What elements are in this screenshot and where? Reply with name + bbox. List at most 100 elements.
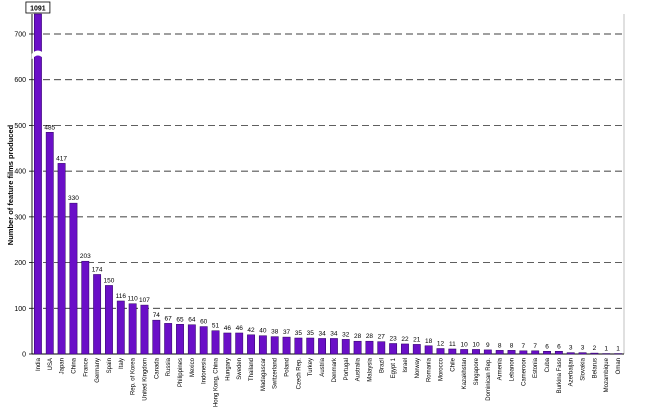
x-tick-label: Czech Rep. (296, 358, 302, 390)
y-tick-label: 600 (14, 77, 26, 84)
bar (532, 351, 539, 354)
bar (342, 339, 349, 354)
y-tick-label: 500 (14, 123, 26, 130)
data-label: 34 (330, 330, 338, 337)
bar (579, 353, 586, 354)
x-tick-label: Thailand (249, 358, 255, 381)
x-tick-label: United Kingdom (142, 358, 148, 401)
x-tick-label: Singapore (474, 357, 480, 385)
data-label: 8 (510, 342, 514, 349)
gridlines (32, 34, 624, 308)
data-label: 1 (616, 346, 620, 353)
bar (520, 351, 527, 354)
x-tick-label: Mozambique (604, 357, 610, 392)
data-label: 3 (569, 345, 573, 352)
y-tick-label: 200 (14, 260, 26, 267)
bar (543, 351, 550, 354)
x-tick-label: Morocco (438, 357, 444, 381)
x-tick-label: Poland (285, 358, 291, 377)
bar (460, 349, 467, 354)
data-label: 8 (498, 342, 502, 349)
x-tick-label: Lebanon (510, 358, 516, 381)
bar (484, 350, 491, 354)
data-label: 330 (68, 195, 79, 202)
bar (164, 323, 171, 354)
data-label: 46 (224, 325, 232, 332)
x-tick-label: Cameroon (521, 358, 527, 386)
data-label: 1 (604, 346, 608, 353)
x-tick-label: Norway (415, 358, 421, 378)
data-label: 18 (425, 338, 433, 345)
x-tick-label: Denmark (332, 357, 338, 382)
data-label: 32 (342, 331, 350, 338)
data-label: 23 (390, 335, 398, 342)
y-tick-label: 400 (14, 169, 26, 176)
bar (34, 14, 41, 354)
x-tick-label: France (83, 357, 89, 376)
bar (82, 261, 89, 354)
data-label: 150 (104, 277, 115, 284)
data-label: 64 (188, 317, 196, 324)
bar (283, 337, 290, 354)
bar (70, 203, 77, 354)
x-tick-label: Madagascar (261, 358, 267, 391)
y-tick-label: 100 (14, 306, 26, 313)
x-tick-label: Spain (107, 358, 113, 373)
bar (366, 341, 373, 354)
bar (437, 349, 444, 354)
bar (330, 338, 337, 354)
data-label: 10 (472, 341, 480, 348)
bar (449, 349, 456, 354)
x-tick-label: Canada (154, 357, 160, 379)
data-label: 21 (413, 336, 421, 343)
bar (176, 324, 183, 354)
data-label: 11 (449, 341, 456, 348)
data-label: 203 (80, 253, 91, 260)
x-tick-label: Slovakia (581, 357, 587, 380)
data-label: 7 (533, 343, 537, 350)
x-tick-label: India (36, 357, 42, 371)
x-tick-label: Hungary (225, 358, 231, 381)
data-label: 37 (283, 329, 291, 336)
bar (236, 333, 243, 354)
x-tick-label: Oman (616, 358, 622, 374)
bar (259, 336, 266, 354)
data-label: 9 (486, 342, 490, 349)
x-tick-label: Estonia (533, 357, 539, 378)
y-tick-label: 300 (14, 214, 26, 221)
bar (46, 132, 53, 354)
data-label: 65 (176, 316, 184, 323)
data-label: 28 (366, 333, 374, 340)
bar (378, 342, 385, 354)
data-label: 60 (200, 319, 208, 326)
x-tick-label: Burkina Faso (557, 357, 563, 393)
data-label: 2 (593, 345, 597, 352)
x-tick-label: Sweden (237, 358, 243, 380)
data-label: 40 (259, 328, 267, 335)
y-tick-label: 700 (14, 32, 26, 39)
data-label: 107 (139, 297, 150, 304)
bar (117, 301, 124, 354)
data-label: 3 (581, 345, 585, 352)
x-tick-label: China (71, 357, 77, 373)
bar (93, 274, 100, 354)
x-tick-label: USA (48, 358, 54, 370)
bar (212, 331, 219, 354)
x-tick-label: Egypt 1 (391, 357, 397, 378)
y-axis-label: Number of feature films produced (6, 124, 15, 245)
x-tick-label: Australia (356, 357, 362, 381)
x-tick-label: Hong Kong, China (214, 357, 220, 407)
bar (472, 349, 479, 354)
x-tick-label: Mexico (190, 357, 196, 377)
data-label: 42 (247, 327, 255, 334)
x-tick-label: Malaysia (367, 357, 373, 381)
x-tick-label: Switzerland (273, 358, 279, 389)
bar (271, 337, 278, 354)
x-tick-label: Israel (403, 358, 409, 373)
data-label: 485 (44, 124, 55, 131)
bars (32, 14, 622, 354)
bar (200, 327, 207, 354)
x-tick-label: Germany (95, 358, 101, 383)
